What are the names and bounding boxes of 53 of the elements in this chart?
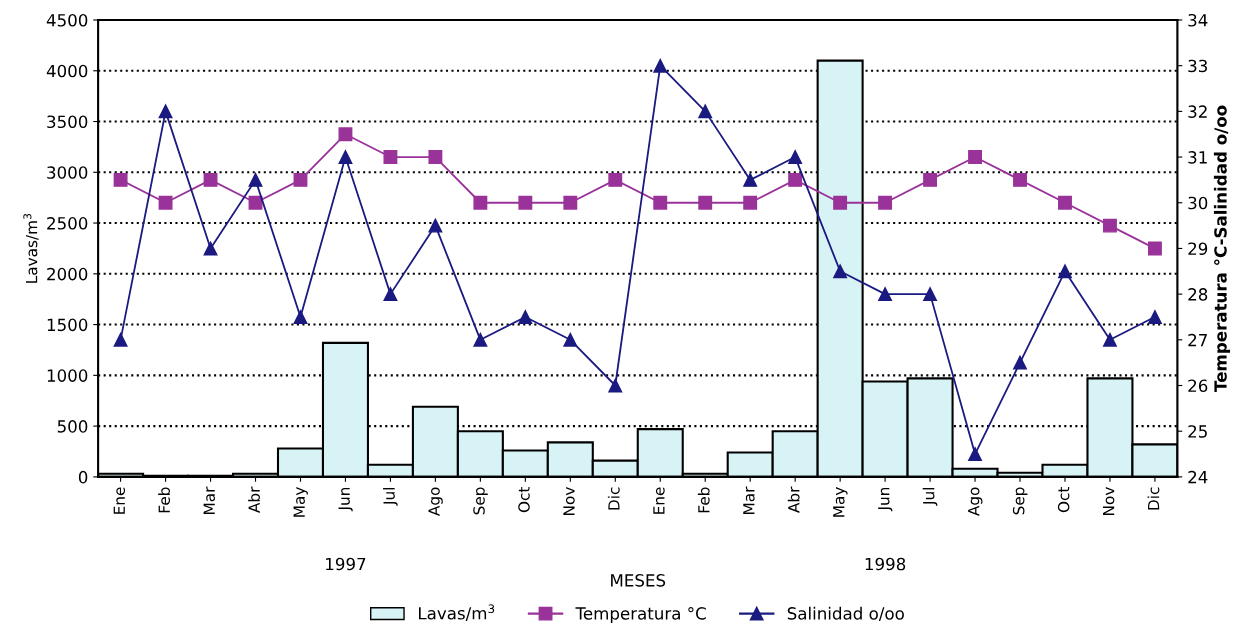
x-tick-label: May: [833, 487, 848, 517]
x-tick-label: Nov: [1103, 487, 1115, 515]
text: 1998: [865, 557, 906, 571]
x-tick-label: Abr: [787, 486, 800, 513]
x-tick-label: Oct: [1057, 486, 1070, 513]
x-tick-label: Mar: [203, 486, 215, 514]
y2-tick-label: 32: [1188, 105, 1207, 118]
y2-axis-title: Temperatura °C-Salinidad o/oo: [1213, 105, 1231, 392]
x-tick-label: Feb: [697, 487, 710, 513]
x-tick-label: Mar: [743, 486, 755, 514]
y-tick-label: 3000: [47, 166, 88, 179]
y-axis-title: Lavas/m$^{3}$: [23, 213, 39, 283]
y2-tick-label: 30: [1188, 196, 1208, 210]
x-tick-label: Jun: [878, 487, 893, 512]
y-tick-label: 4000: [46, 64, 88, 78]
x-tick-label: Ene: [653, 487, 665, 514]
x-tick-label: Ago: [968, 487, 983, 516]
legend-label: Temperatura °C: [575, 607, 706, 623]
x-tick-label: Dic: [1147, 487, 1160, 510]
y2-tick-label: 24: [1188, 470, 1208, 484]
y-tick-label: 1500: [47, 318, 88, 332]
y-tick-label: 2500: [47, 217, 88, 230]
y-tick-label: 1000: [47, 369, 88, 382]
x-tick-label: Ene: [113, 487, 126, 514]
y-tick-label: 500: [57, 420, 88, 433]
y2-tick-label: 29: [1188, 242, 1208, 256]
x-tick-label: Ago: [428, 487, 443, 516]
y2-tick-label: 28: [1188, 288, 1208, 301]
x-axis-title: MESES: [611, 574, 666, 587]
y-tick-label: 3500: [47, 115, 88, 129]
x-tick-label: Jun: [338, 487, 353, 512]
x-tick-label: Feb: [158, 487, 171, 513]
x-tick-label: Abr: [248, 486, 260, 513]
x-tick-label: Sep: [1012, 487, 1028, 515]
y2-tick-label: 33: [1188, 59, 1208, 73]
x-tick-label: Jul: [922, 488, 938, 506]
x-tick-label: Oct: [518, 486, 530, 513]
x-tick-label: Jul: [383, 488, 398, 506]
y2-tick-label: 31: [1188, 151, 1207, 164]
y2-tick-label: 26: [1188, 379, 1208, 393]
x-tick-label: Sep: [473, 487, 488, 515]
legend-label: Lavas/m$^{3}$: [419, 604, 495, 621]
x-tick-label: May: [293, 487, 308, 517]
y2-tick-label: 27: [1188, 333, 1207, 347]
y-tick-label: 0: [78, 470, 88, 484]
legend-label: Salinidad o/oo: [787, 606, 904, 622]
x-tick-label: Dic: [607, 487, 620, 510]
y2-tick-label: 34: [1188, 13, 1208, 27]
y2-tick-label: 25: [1188, 425, 1207, 438]
text: 1997: [326, 557, 366, 571]
y-tick-label: 4500: [46, 13, 88, 27]
y-tick-label: 2000: [47, 267, 88, 281]
x-tick-label: Nov: [563, 487, 575, 515]
